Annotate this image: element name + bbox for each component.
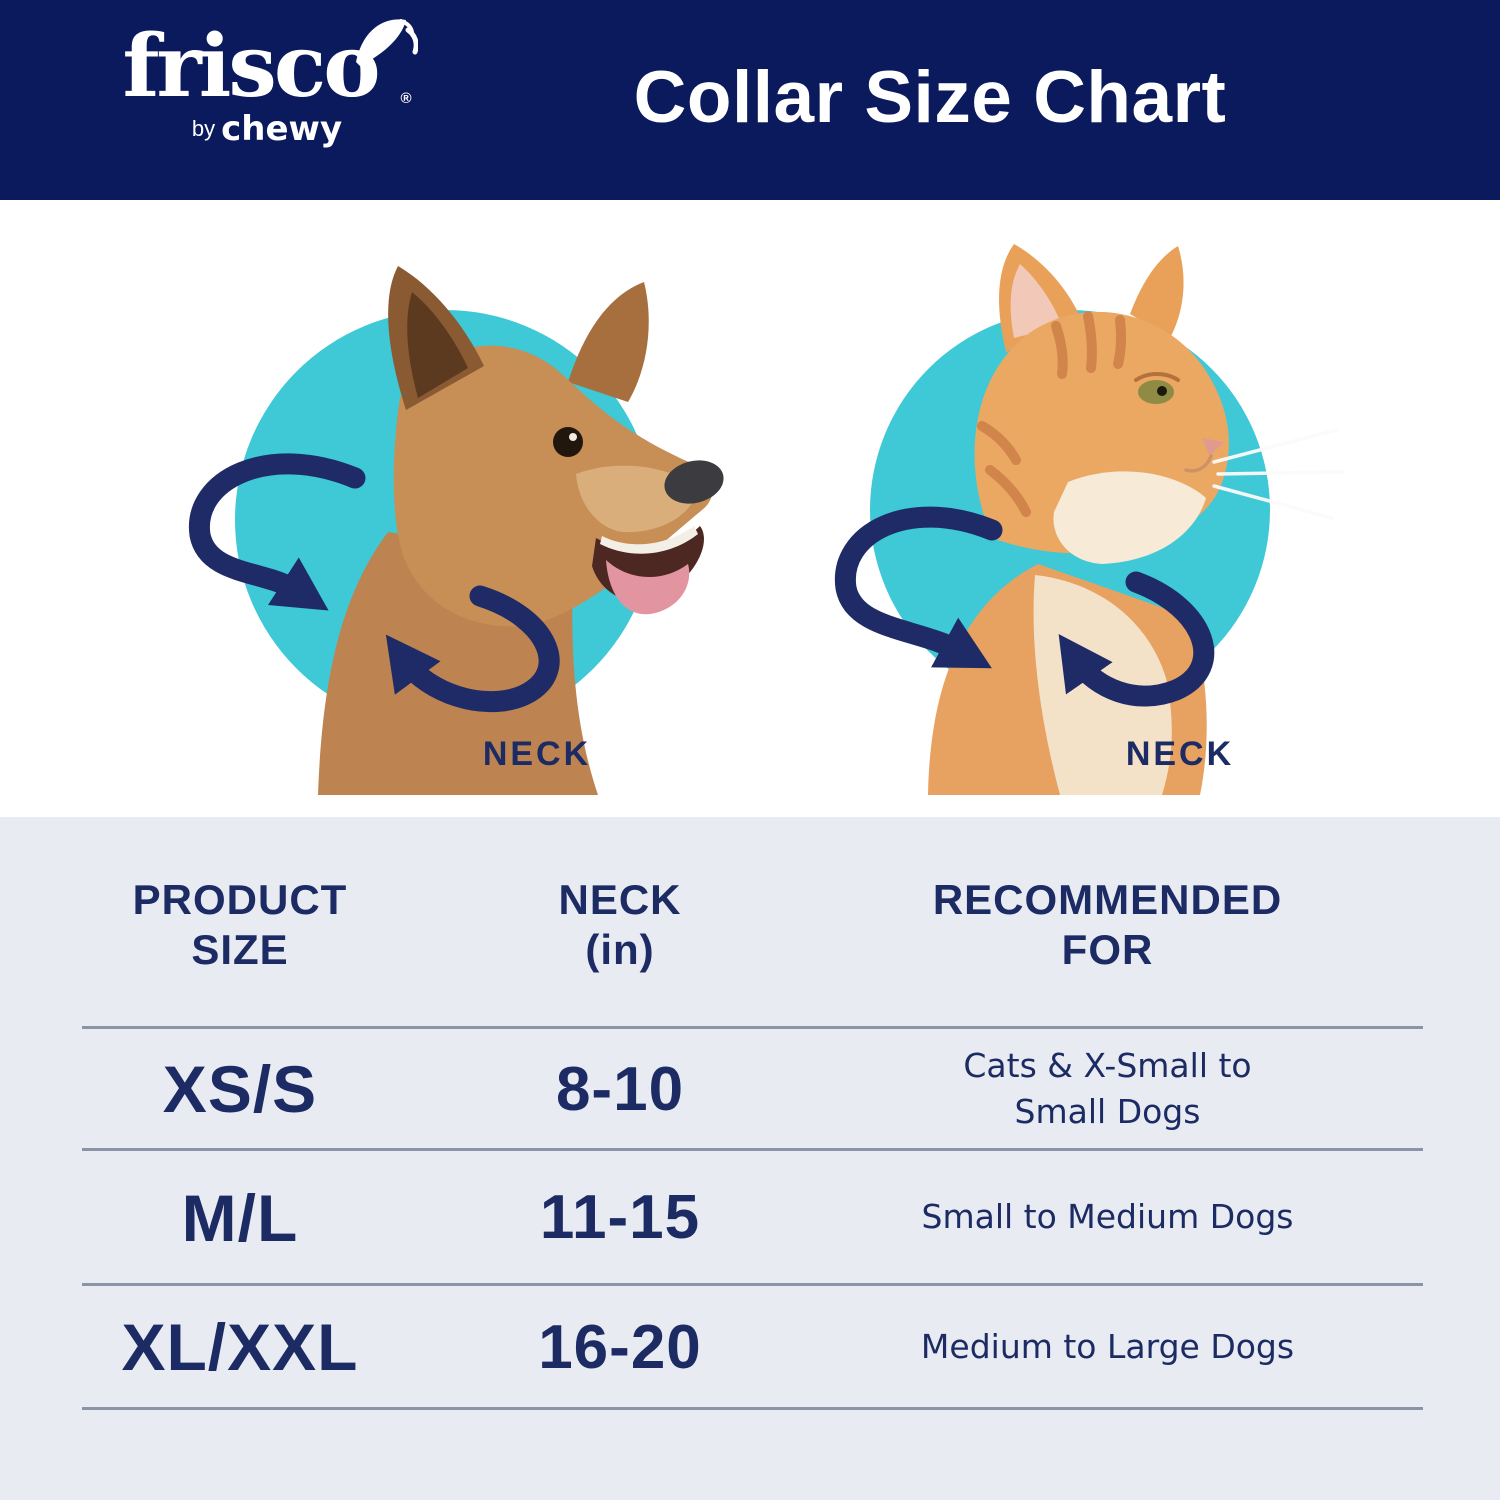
header-banner: frisco ® by chewy Collar Size Chart bbox=[0, 0, 1500, 200]
table-row: XS/S 8-10 Cats & X-Small to Small Dogs bbox=[0, 1028, 1455, 1150]
by-text: by bbox=[191, 116, 216, 141]
recommended-for-text: Medium to Large Dogs bbox=[920, 1326, 1295, 1366]
row-divider bbox=[82, 1407, 1423, 1410]
dog-neck-diagram: NECK bbox=[150, 230, 750, 795]
frisco-wordmark: frisco ® bbox=[122, 19, 418, 110]
column-header-recommended-for: RECOMMENDED FOR bbox=[760, 875, 1455, 974]
chewy-wordmark: chewy bbox=[221, 109, 343, 149]
recommended-for-text: Cats & X-Small to Small Dogs bbox=[963, 1045, 1252, 1131]
dog-collar-arrows-icon bbox=[188, 453, 560, 713]
header-line: PRODUCT bbox=[132, 876, 348, 923]
cell-recommended-for: Small to Medium Dogs bbox=[760, 1150, 1455, 1285]
registered-trademark: ® bbox=[400, 90, 412, 107]
table-row: M/L 11-15 Small to Medium Dogs bbox=[0, 1150, 1455, 1285]
cell-product-size: XS/S bbox=[162, 1052, 318, 1126]
table-header-row: PRODUCT SIZE NECK (in) RECOMMENDED FOR bbox=[0, 875, 1455, 974]
cat-collar-arrows-icon bbox=[834, 506, 1215, 707]
frisco-tail-icon bbox=[355, 19, 418, 66]
cat-neck-diagram: NECK bbox=[830, 230, 1350, 795]
header-line: SIZE bbox=[191, 925, 289, 973]
table-row: XL/XXL 16-20 Medium to Large Dogs bbox=[0, 1285, 1455, 1409]
header-line: FOR bbox=[1061, 925, 1154, 973]
frisco-by-chewy-logo: frisco ® by chewy bbox=[90, 19, 418, 146]
dog-photo-illustration bbox=[188, 266, 724, 795]
cell-product-size: M/L bbox=[181, 1180, 299, 1255]
dog-head-art bbox=[318, 266, 724, 795]
column-header-neck: NECK (in) bbox=[480, 875, 760, 974]
size-table: PRODUCT SIZE NECK (in) RECOMMENDED FOR X… bbox=[0, 817, 1500, 1500]
header-line: (in) bbox=[585, 925, 655, 973]
cell-recommended-for: Cats & X-Small to Small Dogs bbox=[760, 1028, 1455, 1150]
header-line: NECK bbox=[558, 876, 682, 923]
cell-recommended-for: Medium to Large Dogs bbox=[760, 1285, 1455, 1409]
header-line: RECOMMENDED bbox=[932, 876, 1283, 923]
cat-neck-label: NECK bbox=[1125, 735, 1235, 773]
cat-head-art bbox=[928, 244, 1344, 795]
measurement-diagrams: NECK bbox=[0, 200, 1500, 817]
row-divider bbox=[82, 1283, 1423, 1286]
page-title: Collar Size Chart bbox=[633, 57, 1227, 138]
frisco-wordmark-text: frisco bbox=[122, 16, 380, 117]
byline: by chewy bbox=[90, 112, 410, 146]
cell-neck-inches: 11-15 bbox=[539, 1183, 701, 1252]
recommended-for-text: Small to Medium Dogs bbox=[921, 1197, 1294, 1237]
row-divider bbox=[82, 1148, 1423, 1151]
column-header-product-size: PRODUCT SIZE bbox=[0, 875, 480, 974]
cat-photo-illustration bbox=[834, 244, 1344, 795]
cell-neck-inches: 16-20 bbox=[538, 1312, 702, 1382]
cell-neck-inches: 8-10 bbox=[555, 1054, 685, 1124]
row-divider bbox=[82, 1026, 1423, 1029]
cell-product-size: XL/XXL bbox=[121, 1310, 359, 1384]
dog-neck-label: NECK bbox=[482, 735, 592, 773]
